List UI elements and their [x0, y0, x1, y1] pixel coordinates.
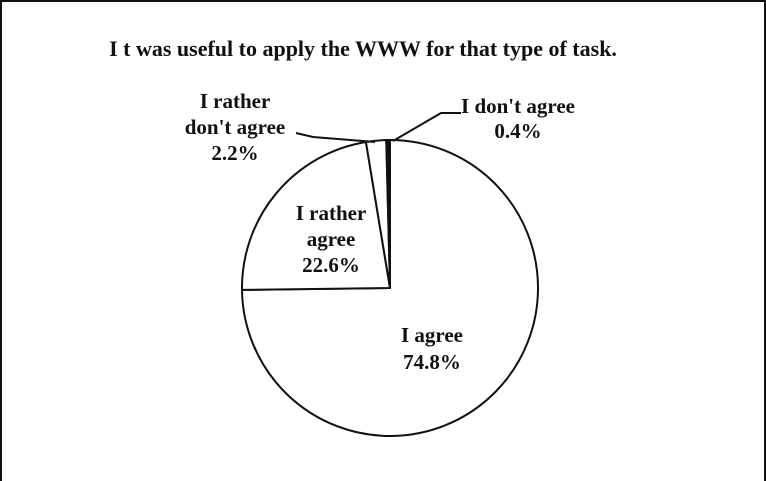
slice-label-line: don't agree: [185, 115, 286, 139]
slice-label-line: I don't agree: [461, 94, 575, 118]
chart-title: I t was useful to apply the WWW for that…: [109, 36, 617, 61]
slice-label-line: I rather: [296, 201, 367, 225]
slice-label-line: 0.4%: [494, 119, 541, 143]
slice-label-i-agree: I agree 74.8%: [401, 323, 463, 374]
leader-line-i-don-t-agree: [392, 112, 461, 142]
slice-label-i-don-t-agree: I don't agree 0.4%: [461, 94, 575, 143]
leader-line-i-rather-don-t-agree: [295, 132, 376, 143]
slice-label-line: agree: [307, 227, 356, 251]
slice-label-line: 2.2%: [211, 141, 258, 165]
slice-label-line: I agree: [401, 323, 463, 347]
leader-lines: [295, 112, 461, 143]
slice-label-i-rather-don-t-agree: I rather don't agree 2.2%: [185, 89, 286, 165]
pie-slice-i-don-t-agree: [385, 139, 391, 289]
slice-label-i-rather-agree: I rather agree 22.6%: [296, 201, 367, 277]
slice-label-line: I rather: [200, 89, 271, 113]
slice-labels: I agree 74.8%I rather agree 22.6%I rather do…: [185, 89, 575, 374]
pie-slice-i-rather-agree: [241, 140, 391, 291]
slice-label-line: 74.8%: [403, 350, 461, 374]
pie-slices: [241, 139, 539, 437]
slice-label-line: 22.6%: [302, 253, 360, 277]
